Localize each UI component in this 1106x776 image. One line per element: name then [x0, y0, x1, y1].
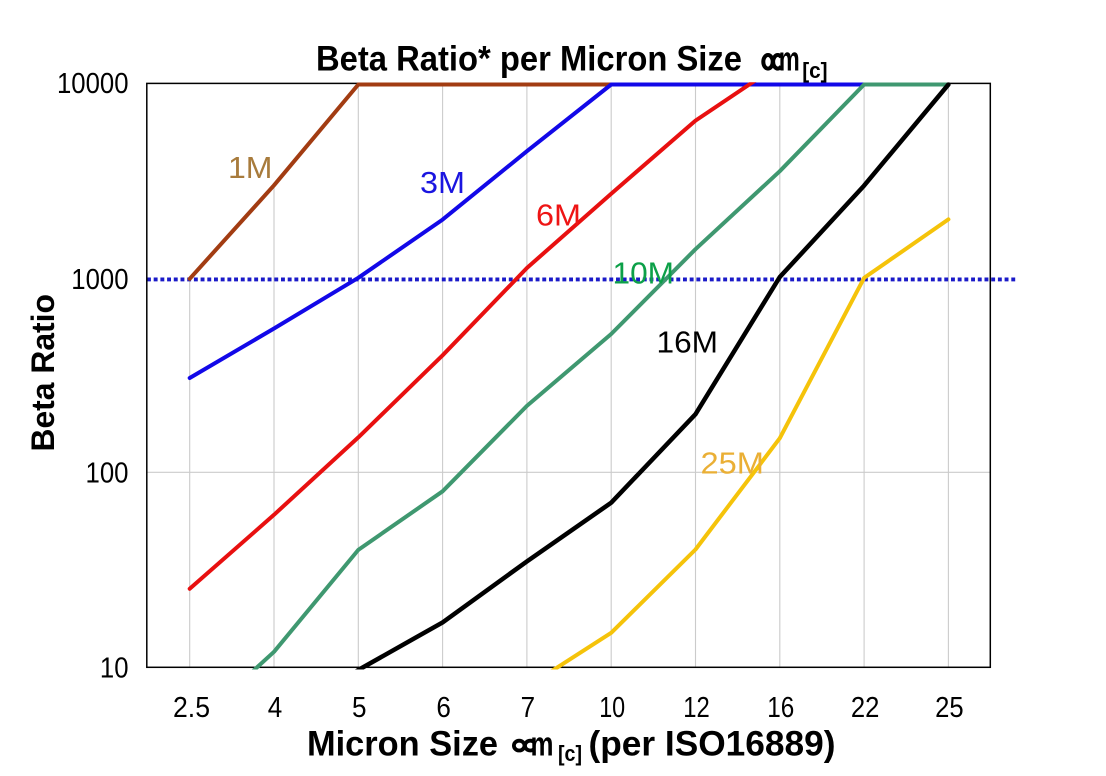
svg-text:1M: 1M: [228, 150, 273, 185]
svg-text:m: m: [779, 40, 800, 78]
svg-text:5: 5: [352, 692, 367, 724]
svg-text:16: 16: [767, 692, 794, 724]
svg-text:12: 12: [683, 692, 710, 724]
svg-text:10: 10: [599, 692, 625, 724]
svg-text:4: 4: [268, 692, 283, 724]
svg-text:25: 25: [935, 692, 964, 724]
svg-text:16M: 16M: [657, 325, 719, 360]
svg-text:m: m: [531, 725, 554, 763]
svg-text:10M: 10M: [613, 256, 675, 291]
svg-text:(per ISO16889): (per ISO16889): [589, 724, 836, 763]
svg-text:Micron Size: Micron Size: [307, 724, 498, 763]
svg-text:25M: 25M: [701, 446, 765, 481]
svg-text:[c]: [c]: [802, 58, 827, 83]
svg-text:1000: 1000: [71, 264, 128, 296]
svg-text:10: 10: [100, 652, 129, 684]
svg-text:6: 6: [436, 692, 451, 724]
svg-text:[c]: [c]: [558, 741, 582, 766]
svg-text:100: 100: [86, 457, 129, 489]
svg-text:6M: 6M: [536, 198, 581, 233]
svg-text:10000: 10000: [57, 68, 129, 100]
svg-text:7: 7: [521, 692, 536, 724]
svg-text:2.5: 2.5: [173, 692, 210, 724]
svg-text:22: 22: [851, 692, 880, 724]
svg-text:Beta Ratio* per Micron Size: Beta Ratio* per Micron Size: [316, 39, 742, 78]
svg-text:3M: 3M: [420, 165, 465, 200]
svg-text:Beta Ratio: Beta Ratio: [25, 294, 61, 452]
